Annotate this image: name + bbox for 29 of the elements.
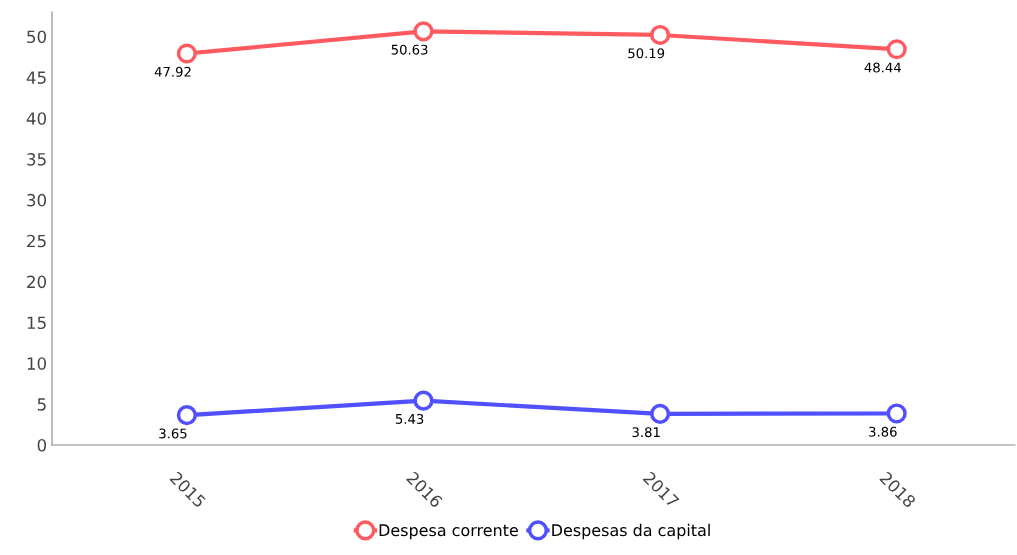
y-tick-label: 25 [27,234,46,248]
y-tick-label: 15 [27,316,46,330]
data-label: 50.19 [628,48,665,59]
data-label: 3.81 [632,427,660,438]
point [413,21,434,42]
data-label: 47.92 [154,66,191,77]
y-tick-label: 30 [27,193,47,207]
y-tick-label: 35 [27,153,46,166]
data-label: 5.43 [395,413,424,424]
point [886,403,907,424]
data-label: 48.44 [864,62,901,73]
legend-label: Despesa corrente [379,524,518,540]
point [413,390,434,411]
point [176,405,197,426]
point [886,39,907,60]
y-tick-label: 45 [26,71,46,84]
y-tick-label: 5 [37,398,46,411]
y-tick-label: 0 [37,438,47,452]
y-tick-label: 40 [26,112,47,125]
y-tick-label: 20 [27,275,47,289]
data-label: 50.63 [391,44,428,55]
point [176,43,197,64]
y-tick-label: 10 [27,357,47,370]
y-tick-label: 50 [27,30,47,44]
data-label: 3.65 [159,428,187,439]
point [650,403,671,424]
data-label: 3.86 [869,426,897,437]
point [650,24,671,46]
legend-label: Despesas da capital [552,523,710,540]
